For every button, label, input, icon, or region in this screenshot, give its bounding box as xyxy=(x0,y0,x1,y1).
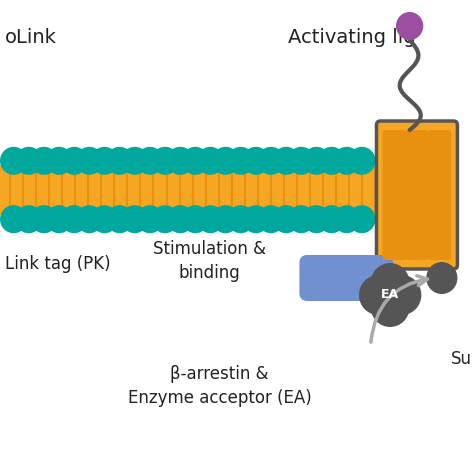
Circle shape xyxy=(212,205,239,233)
Text: Su: Su xyxy=(451,350,472,368)
Text: Activating lig: Activating lig xyxy=(288,28,415,47)
Circle shape xyxy=(106,205,133,233)
Circle shape xyxy=(348,205,375,233)
Circle shape xyxy=(182,147,209,175)
Circle shape xyxy=(318,205,345,233)
FancyBboxPatch shape xyxy=(300,255,393,301)
Bar xyxy=(0,165,375,215)
Circle shape xyxy=(227,147,255,175)
Circle shape xyxy=(257,147,285,175)
Circle shape xyxy=(212,147,239,175)
Circle shape xyxy=(348,147,375,175)
Circle shape xyxy=(303,147,330,175)
Circle shape xyxy=(30,205,57,233)
Circle shape xyxy=(136,205,164,233)
Circle shape xyxy=(151,205,179,233)
FancyBboxPatch shape xyxy=(428,130,451,260)
Circle shape xyxy=(359,275,398,315)
Text: Link tag (PK): Link tag (PK) xyxy=(5,255,110,273)
Circle shape xyxy=(242,147,270,175)
Circle shape xyxy=(166,205,194,233)
Text: Stimulation &
binding: Stimulation & binding xyxy=(153,240,266,282)
Circle shape xyxy=(273,147,300,175)
Circle shape xyxy=(383,275,421,315)
FancyBboxPatch shape xyxy=(405,130,428,260)
Circle shape xyxy=(426,262,457,294)
Circle shape xyxy=(197,205,224,233)
Circle shape xyxy=(333,147,360,175)
Circle shape xyxy=(288,205,315,233)
Circle shape xyxy=(15,205,43,233)
Text: β-arrestin &
Enzyme acceptor (EA): β-arrestin & Enzyme acceptor (EA) xyxy=(128,365,311,407)
Circle shape xyxy=(121,205,148,233)
Circle shape xyxy=(371,287,410,327)
Circle shape xyxy=(46,147,73,175)
Circle shape xyxy=(166,147,194,175)
Circle shape xyxy=(0,147,27,175)
Circle shape xyxy=(61,205,88,233)
Circle shape xyxy=(76,205,103,233)
Circle shape xyxy=(374,278,407,312)
Circle shape xyxy=(273,205,300,233)
Circle shape xyxy=(91,147,118,175)
Circle shape xyxy=(136,147,164,175)
Circle shape xyxy=(288,147,315,175)
Circle shape xyxy=(182,205,209,233)
FancyBboxPatch shape xyxy=(376,121,457,269)
Circle shape xyxy=(46,205,73,233)
Circle shape xyxy=(91,205,118,233)
Circle shape xyxy=(371,263,410,303)
Circle shape xyxy=(0,205,27,233)
Circle shape xyxy=(257,205,285,233)
Circle shape xyxy=(333,205,360,233)
Circle shape xyxy=(318,147,345,175)
Circle shape xyxy=(227,205,255,233)
Circle shape xyxy=(30,147,57,175)
Circle shape xyxy=(396,12,423,40)
Circle shape xyxy=(151,147,179,175)
Circle shape xyxy=(303,205,330,233)
Text: EA: EA xyxy=(381,289,399,301)
Text: oLink: oLink xyxy=(5,28,57,47)
Circle shape xyxy=(197,147,224,175)
Circle shape xyxy=(121,147,148,175)
Circle shape xyxy=(106,147,133,175)
Circle shape xyxy=(76,147,103,175)
Circle shape xyxy=(242,205,270,233)
Circle shape xyxy=(15,147,43,175)
FancyBboxPatch shape xyxy=(383,130,406,260)
Circle shape xyxy=(61,147,88,175)
